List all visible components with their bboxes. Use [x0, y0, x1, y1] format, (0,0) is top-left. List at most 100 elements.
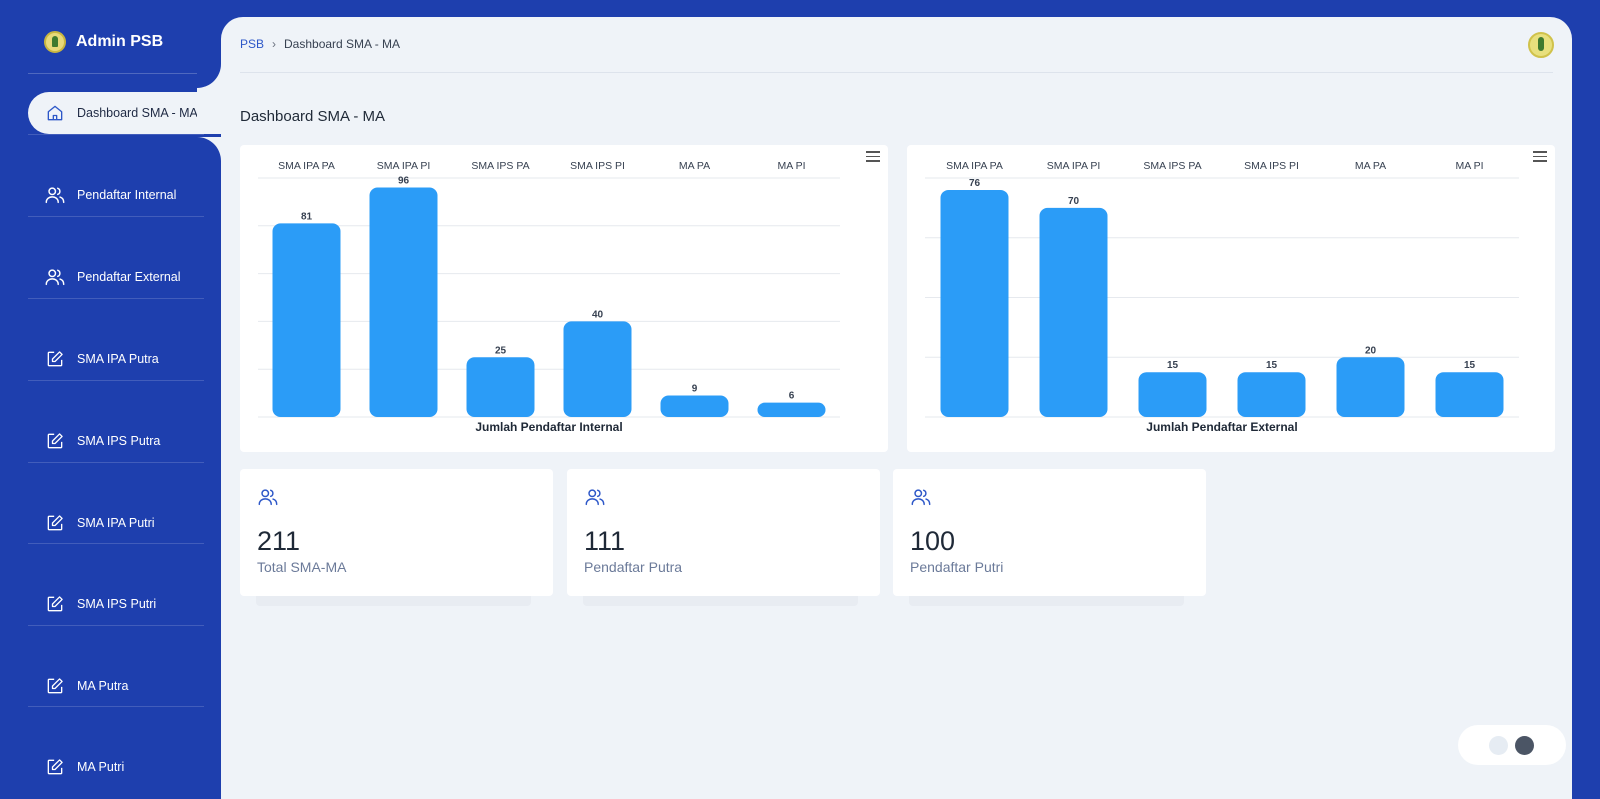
bar: [466, 357, 535, 417]
home-icon: [44, 102, 66, 124]
logo-icon: [44, 31, 66, 53]
edit-icon: [44, 430, 66, 452]
divider: [28, 298, 204, 299]
x-tick-label: SMA IPA PA: [946, 160, 1003, 172]
data-label: 76: [969, 178, 981, 189]
divider: [28, 380, 204, 381]
main-content: PSB › Dashboard SMA - MA Dashboard SMA -…: [221, 17, 1572, 799]
light-mode-icon[interactable]: [1489, 736, 1508, 755]
users-icon: [44, 184, 66, 206]
stat-value: 100: [910, 526, 956, 556]
chart-title: Jumlah Pendaftar External: [1146, 420, 1297, 434]
divider: [28, 462, 204, 463]
x-tick-label: SMA IPA PI: [377, 160, 431, 172]
bar: [1435, 372, 1504, 417]
stat-card: 111 Pendaftar Putra: [567, 469, 880, 596]
sidebar-item-label: SMA IPA Putra: [77, 352, 159, 366]
x-tick-label: SMA IPS PI: [1244, 160, 1299, 172]
x-tick-label: SMA IPS PI: [570, 160, 625, 172]
stat-card: 100 Pendaftar Putri: [893, 469, 1206, 596]
sidebar-item-label: SMA IPS Putra: [77, 434, 161, 448]
x-tick-label: SMA IPA PI: [1047, 160, 1101, 172]
bar: [940, 189, 1009, 417]
sidebar-item-label: Pendaftar Internal: [77, 188, 177, 202]
data-label: 25: [495, 345, 507, 356]
card-shadow: [256, 596, 531, 606]
bar-chart-external: SMA IPA PA 76 SMA IPA PI 70 SMA IPS PA 15 SMA …: [925, 160, 1519, 434]
divider: [28, 543, 204, 544]
sidebar: Admin PSB Dashboard SMA - MA Pendaftar In…: [0, 0, 228, 799]
edit-icon: [44, 348, 66, 370]
divider: [28, 134, 204, 135]
bar: [1138, 372, 1207, 417]
edit-icon: [44, 593, 66, 615]
chart-title: Jumlah Pendaftar Internal: [475, 420, 622, 434]
divider: [240, 72, 1553, 73]
brand[interactable]: Admin PSB: [44, 30, 163, 54]
edit-icon: [44, 675, 66, 697]
theme-toggle[interactable]: [1458, 725, 1566, 765]
sidebar-item-label: Pendaftar External: [77, 270, 181, 284]
stat-label: Pendaftar Putra: [584, 559, 683, 575]
data-label: 9: [692, 383, 698, 394]
breadcrumb-separator: ›: [272, 37, 277, 51]
stat-value: 111: [584, 526, 626, 556]
avatar[interactable]: [1528, 32, 1554, 58]
chart-card-internal: SMA IPA PA 81 SMA IPA PI 96 SMA IPS PA 25 SMA …: [240, 145, 888, 452]
x-tick-label: MA PI: [1455, 160, 1483, 172]
stat-label: Total SMA-MA: [257, 559, 347, 575]
divider: [28, 73, 204, 74]
data-label: 15: [1167, 360, 1179, 371]
breadcrumb-current: Dashboard SMA - MA: [284, 37, 401, 51]
data-label: 6: [789, 391, 795, 402]
x-tick-label: SMA IPS PA: [471, 160, 529, 172]
divider: [28, 706, 204, 707]
sidebar-item-label: MA Putri: [77, 760, 125, 774]
stat-label: Pendaftar Putri: [910, 559, 1004, 575]
sidebar-item-label: MA Putra: [77, 679, 129, 693]
data-label: 15: [1266, 360, 1278, 371]
bar: [563, 321, 632, 417]
breadcrumb-root-link[interactable]: PSB: [240, 37, 265, 51]
page-title: Dashboard SMA - MA: [240, 108, 386, 125]
data-label: 96: [398, 176, 410, 187]
sidebar-item[interactable]: MA Putri: [28, 746, 204, 788]
card-shadow: [909, 596, 1184, 606]
x-tick-label: MA PI: [777, 160, 805, 172]
sidebar-item-label: SMA IPS Putri: [77, 597, 157, 611]
sidebar-item[interactable]: Pendaftar Internal: [28, 174, 204, 216]
sidebar-item[interactable]: SMA IPA Putra: [28, 338, 204, 380]
data-label: 40: [592, 309, 604, 320]
bar: [757, 402, 826, 417]
stat-value: 211: [257, 526, 301, 556]
bar: [660, 395, 729, 417]
chart-card-external: SMA IPA PA 76 SMA IPA PI 70 SMA IPS PA 15 SMA …: [907, 145, 1555, 452]
chart-menu-icon[interactable]: [1533, 151, 1547, 163]
breadcrumb: PSB › Dashboard SMA - MA: [240, 37, 400, 51]
chart-menu-icon[interactable]: [866, 151, 880, 163]
edit-icon: [44, 756, 66, 778]
sidebar-item[interactable]: SMA IPA Putri: [28, 502, 204, 544]
x-tick-label: MA PA: [679, 160, 710, 172]
sidebar-item-label: SMA IPA Putri: [77, 516, 155, 530]
x-tick-label: MA PA: [1355, 160, 1386, 172]
sidebar-item[interactable]: SMA IPS Putri: [28, 583, 204, 625]
card-shadow: [583, 596, 858, 606]
users-icon: [257, 486, 281, 510]
bar: [369, 187, 438, 417]
sidebar-item[interactable]: Pendaftar External: [28, 256, 204, 298]
dark-mode-icon[interactable]: [1515, 736, 1534, 755]
stat-card: 211 Total SMA-MA: [240, 469, 553, 596]
divider: [28, 625, 204, 626]
sidebar-item[interactable]: Dashboard SMA - MA: [28, 92, 228, 134]
sidebar-item[interactable]: MA Putra: [28, 665, 204, 707]
sidebar-item[interactable]: SMA IPS Putra: [28, 420, 204, 462]
x-tick-label: SMA IPA PA: [278, 160, 335, 172]
edit-icon: [44, 512, 66, 534]
data-label: 81: [301, 211, 313, 222]
bar: [1336, 357, 1405, 417]
bar: [1237, 372, 1306, 417]
data-label: 70: [1068, 196, 1080, 207]
brand-name: Admin PSB: [76, 33, 164, 50]
